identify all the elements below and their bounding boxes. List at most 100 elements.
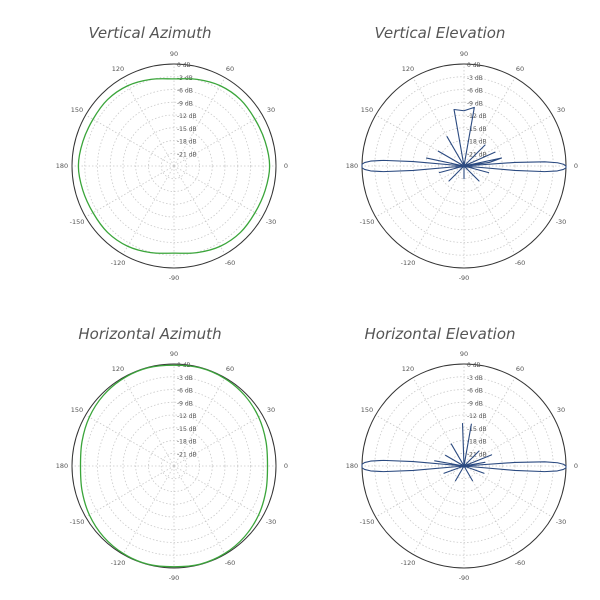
angle-label: 30 (267, 106, 275, 114)
angle-label: -60 (515, 559, 526, 567)
grid-ring (122, 114, 226, 218)
grid-spoke (375, 414, 465, 467)
grid-spoke (375, 114, 465, 167)
ring-label: -12 dB (177, 113, 197, 120)
chart-vertical-elevation: Vertical Elevation 0 dB -3 dB -6 dB -9 dB -1… (290, 0, 590, 300)
pattern-series-line (361, 422, 567, 482)
ring-label: -6 dB (467, 88, 483, 95)
angle-label: -120 (401, 259, 416, 267)
angle-label: 120 (112, 65, 124, 73)
polar-plot: 0 dB-3 dB-6 dB-9 dB-12 dB-15 dB-18 dB-21… (346, 50, 578, 282)
grid-spoke (173, 77, 226, 167)
chart-title: Horizontal Elevation (364, 325, 516, 343)
angle-label: 180 (346, 462, 358, 470)
angle-label: 150 (71, 406, 83, 414)
ring-label: -6 dB (177, 388, 193, 395)
angle-label: -120 (111, 559, 126, 567)
angle-label: 30 (557, 406, 565, 414)
grid-ring (387, 89, 541, 243)
grid-ring (374, 376, 554, 556)
angle-label: -60 (515, 259, 526, 267)
angle-label: -150 (360, 518, 375, 526)
grid-ring (412, 414, 516, 518)
ring-label: -18 dB (177, 139, 197, 146)
angle-label: 150 (361, 106, 373, 114)
grid-ring (84, 76, 264, 256)
ring-label: -3 dB (467, 75, 483, 82)
ring-label: -9 dB (177, 100, 193, 107)
grid-spoke (173, 465, 226, 555)
angle-label: -150 (360, 218, 375, 226)
ring-label: -12 dB (467, 113, 487, 120)
grid-ring (450, 152, 478, 180)
ring-label: -12 dB (177, 413, 197, 420)
grid-spoke (463, 114, 553, 167)
ring-label: 0 dB (177, 62, 191, 69)
ring-label: -15 dB (177, 426, 197, 433)
grid-spoke (463, 165, 516, 255)
ring-label: -21 dB (177, 151, 197, 158)
angle-label: 30 (557, 106, 565, 114)
grid-spoke (173, 377, 226, 467)
grid-spoke (375, 465, 465, 518)
pattern-series-line (361, 106, 567, 182)
chart-title: Vertical Azimuth (88, 24, 212, 42)
angle-label: -60 (225, 559, 236, 567)
grid-spoke (173, 414, 263, 467)
angle-label: 0 (284, 162, 288, 170)
angle-label: 150 (71, 106, 83, 114)
angle-label: 0 (574, 462, 578, 470)
chart-horizontal-elevation: Horizontal Elevation 0 dB -3 dB -6 dB -9 dB… (290, 300, 590, 600)
ring-label: -21 dB (467, 451, 487, 458)
ring-label: -18 dB (177, 439, 197, 446)
angle-label: -90 (459, 274, 470, 282)
chart-title: Horizontal Azimuth (78, 325, 222, 343)
chart-vertical-azimuth: Vertical Azimuth 0 dB -3 dB -6 dB -9 dB -12 … (0, 0, 300, 300)
grid-spoke (412, 77, 465, 167)
grid-spoke (412, 465, 465, 555)
ring-label: -12 dB (467, 413, 487, 420)
ring-label: -18 dB (467, 439, 487, 446)
grid-spoke (85, 414, 175, 467)
angle-label: 90 (460, 50, 468, 58)
angle-label: 120 (402, 65, 414, 73)
angle-label: -150 (70, 218, 85, 226)
ring-label: 0 dB (467, 62, 481, 69)
angle-label: -90 (459, 574, 470, 582)
chart-horizontal-azimuth: Horizontal Azimuth 0 dB -3 dB -6 dB -9 dB -1… (0, 300, 300, 600)
angle-label: 180 (56, 162, 68, 170)
grid-spoke (463, 414, 553, 467)
angle-label: -120 (111, 259, 126, 267)
angle-label: 60 (516, 365, 524, 373)
angle-label: 120 (402, 365, 414, 373)
angle-label: 60 (226, 365, 234, 373)
grid-ring (160, 452, 188, 480)
grid-spoke (463, 465, 553, 518)
grid-ring (97, 89, 251, 243)
ring-label: -21 dB (467, 151, 487, 158)
angle-label: 90 (170, 350, 178, 358)
angle-label: -90 (169, 574, 180, 582)
grid-spoke (463, 377, 516, 467)
grid-spoke (122, 165, 175, 255)
chart-title: Vertical Elevation (374, 24, 506, 42)
angle-label: 30 (267, 406, 275, 414)
angle-label: 0 (574, 162, 578, 170)
grid-spoke (463, 77, 516, 167)
ring-label: 0 dB (467, 362, 481, 369)
polar-plot: 0 dB-3 dB-6 dB-9 dB-12 dB-15 dB-18 dB-21… (56, 50, 288, 282)
ring-label: -15 dB (177, 126, 197, 133)
angle-label: -120 (401, 559, 416, 567)
grid-ring (387, 389, 541, 543)
grid-ring (374, 76, 554, 256)
grid-spoke (412, 377, 465, 467)
angle-label: 60 (226, 65, 234, 73)
angle-label: -90 (169, 274, 180, 282)
outer-ring (71, 63, 277, 269)
angle-label: 150 (361, 406, 373, 414)
pattern-series-line (79, 364, 269, 568)
grid-spoke (85, 165, 175, 218)
grid-ring (425, 127, 503, 205)
grid-spoke (173, 465, 263, 518)
polar-plot: 0 dB-3 dB-6 dB-9 dB-12 dB-15 dB-18 dB-21… (346, 350, 578, 582)
